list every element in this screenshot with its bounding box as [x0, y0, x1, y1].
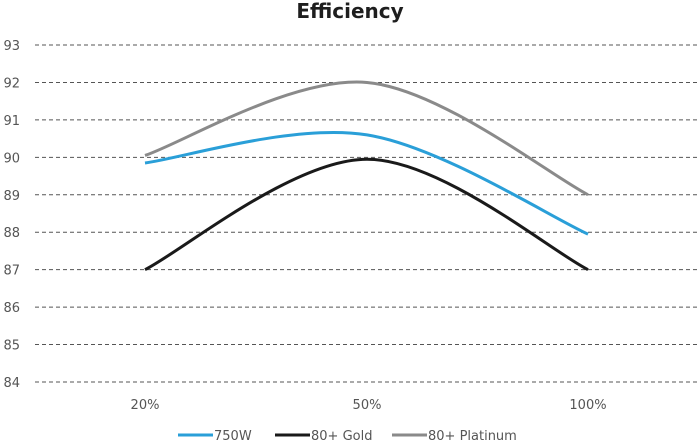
y-tick-label: 93 — [3, 39, 20, 54]
x-tick-label: 100% — [569, 398, 606, 413]
y-tick-label: 85 — [3, 339, 20, 354]
legend-label: 750W — [214, 429, 252, 441]
y-tick-label: 88 — [3, 226, 20, 241]
x-tick-label: 20% — [131, 398, 160, 413]
legend-label: 80+ Platinum — [428, 429, 517, 441]
y-axis-ticks: 93 92 91 90 89 88 87 86 85 84 — [3, 39, 20, 391]
y-tick-label: 87 — [3, 264, 20, 279]
x-axis-ticks: 20% 50% 100% — [131, 398, 607, 413]
gridlines — [35, 44, 700, 383]
series-line-750w — [144, 130, 589, 236]
y-tick-label: 90 — [3, 151, 20, 166]
y-tick-label: 89 — [3, 189, 20, 204]
chart-title: Efficiency — [296, 0, 403, 23]
series-lines — [144, 80, 589, 272]
legend: 750W 80+ Gold 80+ Platinum — [178, 429, 517, 441]
y-tick-label: 86 — [3, 301, 20, 316]
y-tick-label: 91 — [3, 114, 20, 129]
series-line-80-gold — [144, 157, 589, 272]
y-tick-label: 84 — [3, 376, 20, 391]
x-tick-label: 50% — [353, 398, 382, 413]
series-line-80-platinum — [144, 80, 589, 197]
y-tick-label: 92 — [3, 76, 20, 91]
legend-label: 80+ Gold — [311, 429, 372, 441]
